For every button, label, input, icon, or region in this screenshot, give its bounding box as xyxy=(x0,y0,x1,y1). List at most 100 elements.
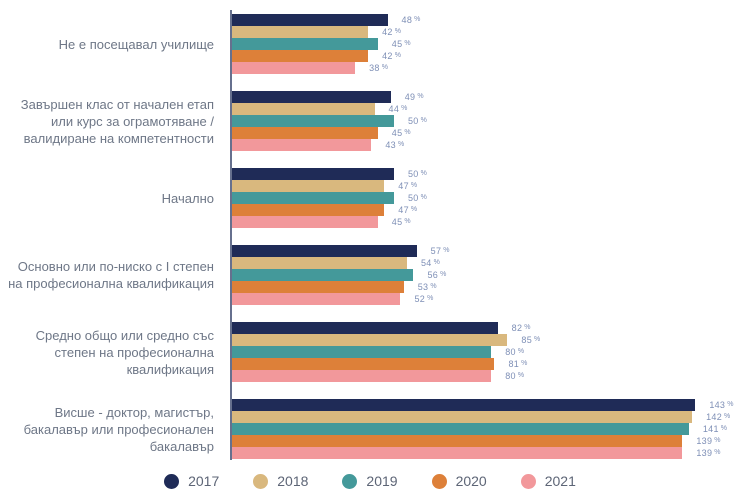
category-label: Основно или по-ниско с I степен на профе… xyxy=(8,259,214,291)
bar-stack: 48% 42% 45% 42% 38% xyxy=(232,14,421,74)
legend-item-2019: 2019 xyxy=(342,473,398,489)
bar-groups: Не е посещавал училище 48% 42% 45% 42% 38% Зав… xyxy=(0,14,740,476)
bar-row: 47% xyxy=(232,204,427,216)
legend-label: 2018 xyxy=(277,473,309,489)
percent-sign: % xyxy=(404,129,411,136)
bar-2020 xyxy=(232,435,683,447)
bar-row: 42% xyxy=(232,50,421,62)
bar-row: 139% xyxy=(232,447,734,459)
percent-sign: % xyxy=(404,40,411,47)
bar-2021 xyxy=(232,447,683,459)
value-label: 45% xyxy=(391,217,411,227)
category-label: Средно общо или средно със степен на про… xyxy=(35,327,214,377)
value-label: 44% xyxy=(388,104,408,114)
percent-sign: % xyxy=(420,170,428,177)
bar-group: Начално 50% 47% 50% 47% 45% xyxy=(0,168,740,228)
legend-dot-icon xyxy=(253,473,269,489)
bar-2017 xyxy=(232,14,388,26)
legend-label: 2017 xyxy=(188,473,220,489)
percent-sign: % xyxy=(517,348,525,355)
bar-stack: 49% 44% 50% 45% 43% xyxy=(232,91,427,151)
value-label: 139% xyxy=(696,436,721,446)
legend-item-2020: 2020 xyxy=(431,473,487,489)
percent-sign: % xyxy=(524,324,531,331)
bar-row: 50% xyxy=(232,115,427,127)
value-label: 81% xyxy=(508,359,528,369)
value-label: 45% xyxy=(391,128,411,138)
percent-sign: % xyxy=(724,413,731,420)
bar-2021 xyxy=(232,216,378,228)
percent-sign: % xyxy=(440,271,447,278)
percent-sign: % xyxy=(394,28,402,35)
bar-2019 xyxy=(232,423,689,435)
bar-2019 xyxy=(232,269,414,281)
bar-stack: 50% 47% 50% 47% 45% xyxy=(232,168,427,228)
bar-2021 xyxy=(232,370,492,382)
bar-row: 80% xyxy=(232,346,541,358)
bar-2017 xyxy=(232,245,417,257)
legend-item-2017: 2017 xyxy=(164,473,219,489)
bar-2017 xyxy=(232,91,391,103)
value-label: 42% xyxy=(382,27,402,37)
bar-row: 45% xyxy=(232,127,427,139)
bar-2019 xyxy=(232,38,378,50)
percent-sign: % xyxy=(521,360,528,367)
legend-label: 2021 xyxy=(544,473,576,489)
bar-2020 xyxy=(232,127,378,139)
legend-label: 2020 xyxy=(455,473,487,489)
bar-2021 xyxy=(232,62,356,74)
value-label: 52% xyxy=(414,294,434,304)
category-label: Висше - доктор, магистър, бакалавър или … xyxy=(23,404,214,454)
legend-dot-icon xyxy=(520,473,536,489)
value-label: 80% xyxy=(505,347,525,357)
bar-row: 142% xyxy=(232,411,734,423)
value-label: 45% xyxy=(391,39,411,49)
value-label: 53% xyxy=(417,282,437,292)
percent-sign: % xyxy=(420,117,428,124)
bar-stack: 82% 85% 80% 81% 80% xyxy=(232,322,541,382)
bar-row: 42% xyxy=(232,26,421,38)
bar-group: Висше - доктор, магистър, бакалавър или … xyxy=(0,399,740,459)
value-label: 38% xyxy=(369,63,389,73)
percent-sign: % xyxy=(381,64,389,71)
bar-row: 53% xyxy=(232,281,450,293)
value-label: 43% xyxy=(385,140,405,150)
percent-sign: % xyxy=(433,259,441,266)
value-label: 49% xyxy=(404,92,424,102)
bar-row: 45% xyxy=(232,38,421,50)
legend-dot-icon xyxy=(164,473,180,489)
y-axis-line xyxy=(230,10,232,460)
percent-sign: % xyxy=(427,295,434,302)
percent-sign: % xyxy=(410,182,418,189)
bar-stack: 143% 142% 141% 139% 139% xyxy=(232,399,734,459)
percent-sign: % xyxy=(443,247,450,254)
percent-sign: % xyxy=(714,437,721,444)
bar-group: Основно или по-ниско с I степен на профе… xyxy=(0,245,740,305)
legend-item-2021: 2021 xyxy=(520,473,576,489)
bar-2018 xyxy=(232,180,385,192)
bar-row: 50% xyxy=(232,192,427,204)
bar-row: 44% xyxy=(232,103,427,115)
value-label: 50% xyxy=(408,193,428,203)
bar-row: 43% xyxy=(232,139,427,151)
bar-2019 xyxy=(232,115,394,127)
value-label: 80% xyxy=(505,371,525,381)
percent-sign: % xyxy=(430,283,437,290)
bar-row: 45% xyxy=(232,216,427,228)
bar-2020 xyxy=(232,281,404,293)
value-label: 82% xyxy=(511,323,531,333)
percent-sign: % xyxy=(720,425,728,432)
bar-2017 xyxy=(232,322,498,334)
legend-dot-icon xyxy=(342,473,358,489)
value-label: 48% xyxy=(401,15,421,25)
bar-row: 38% xyxy=(232,62,421,74)
bar-2019 xyxy=(232,192,394,204)
percent-sign: % xyxy=(404,218,411,225)
value-label: 142% xyxy=(706,412,731,422)
bar-2020 xyxy=(232,50,369,62)
bar-row: 85% xyxy=(232,334,541,346)
bar-row: 82% xyxy=(232,322,541,334)
value-label: 42% xyxy=(382,51,402,61)
percent-sign: % xyxy=(410,206,418,213)
value-label: 85% xyxy=(521,335,541,345)
